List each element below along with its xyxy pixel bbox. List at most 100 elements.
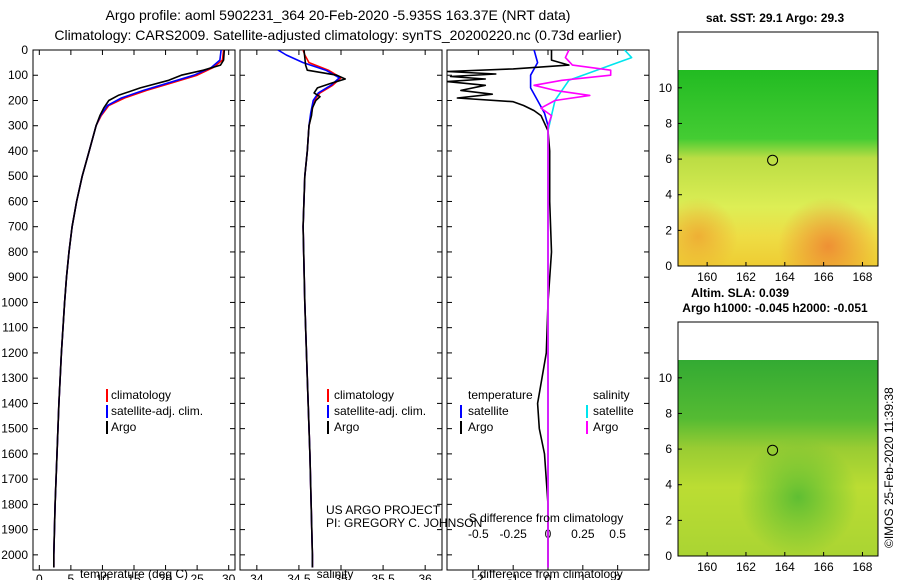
map-y-tick-label: 6	[665, 442, 672, 456]
sla-map-axes: 160 162 164 166 168 0 2 4 6 8 10	[659, 371, 873, 574]
depth-tick-label: 400	[8, 144, 28, 158]
sst-map-frame	[677, 31, 879, 267]
series-climatology	[52, 50, 225, 568]
legend-swatch-s-argo	[586, 421, 588, 434]
sla-map	[677, 321, 879, 557]
profile-lines	[52, 50, 633, 568]
difference-legend: temperature salinity satellite Argo sate…	[460, 388, 634, 434]
x-tick-label: -2	[473, 572, 484, 580]
depth-tick-label: 1600	[1, 447, 28, 461]
series-salinity-argo	[533, 50, 612, 568]
x-tick-label: 1	[579, 572, 586, 580]
salinity-legend: climatology satellite-adj. clim. Argo US…	[326, 388, 482, 530]
series-argo	[52, 50, 226, 568]
legend-label-s-satellite: satellite	[593, 404, 634, 418]
sst-warm-patch-west	[678, 70, 878, 266]
legend-swatch-s-satellite	[586, 405, 588, 418]
legend-swatch-climatology	[106, 389, 108, 402]
depth-axis: 0 100 200 300 400 500 600 700 800 900 1000 1100 1200…	[1, 43, 649, 562]
legend-swatch-satellite	[327, 405, 329, 418]
x-tick-label: 34	[250, 572, 264, 580]
depth-tick-label: 1900	[1, 523, 28, 537]
depth-tick-label: 1400	[1, 396, 28, 410]
legend-label-s-argo: Argo	[593, 420, 619, 434]
depth-tick-label: 300	[8, 119, 28, 133]
salinity-panel-frame	[239, 49, 443, 571]
map-y-tick-label: 2	[665, 223, 672, 237]
t-difference-xlabel: T difference from climatology	[469, 567, 623, 580]
depth-tick-label: 900	[8, 270, 28, 284]
x-tick-label: -1	[508, 572, 519, 580]
legend-header-temperature: temperature	[468, 388, 533, 402]
depth-tick-label: 0	[21, 43, 28, 57]
depth-tick-label: 1000	[1, 295, 28, 309]
map-y-tick-label: 10	[659, 81, 673, 95]
s-diff-tick-label: -0.5	[468, 527, 489, 541]
imos-timestamp: ©IMOS 25-Feb-2020 11:39:38	[882, 387, 896, 548]
series-satellite-adj-clim-	[52, 50, 222, 568]
map-x-tick-label: 168	[852, 270, 872, 284]
map-x-tick-label: 168	[852, 560, 872, 574]
panel-2-series	[447, 50, 633, 568]
map-y-tick-label: 10	[659, 371, 673, 385]
x-tick-label: 35	[334, 572, 348, 580]
header-line2: Climatology: CARS2009. Satellite-adjuste…	[54, 27, 621, 43]
s-diff-tick-label: 0.5	[609, 527, 626, 541]
map-y-tick-label: 4	[665, 478, 672, 492]
legend-swatch-satellite	[106, 405, 108, 418]
x-tick-label: 34.5	[287, 572, 311, 580]
legend-swatch-argo	[106, 421, 108, 434]
x-tick-label: 36	[418, 572, 432, 580]
depth-tick-label: 1100	[2, 321, 28, 335]
s-diff-tick-label: -0.25	[499, 527, 527, 541]
depth-tick-label: 2000	[1, 548, 28, 562]
series-temperature-satellite	[529, 50, 549, 568]
depth-tick-label: 1300	[1, 371, 28, 385]
map-x-tick-label: 160	[697, 270, 717, 284]
sla-patch	[678, 360, 878, 556]
x-tick-label: 30	[222, 572, 236, 580]
map-y-tick-label: 0	[665, 259, 672, 273]
series-salinity-satellite	[547, 50, 633, 568]
map-x-tick-label: 162	[736, 270, 756, 284]
depth-tick-label: 700	[8, 220, 28, 234]
legend-label-satellite: satellite-adj. clim.	[111, 404, 203, 418]
depth-tick-label: 1500	[1, 422, 28, 436]
depth-tick-label: 1800	[1, 497, 28, 511]
sla-map-title: Altim. SLA: 0.039	[691, 286, 789, 300]
sla-float-marker	[767, 444, 779, 456]
sla-map-frame	[677, 321, 879, 557]
x-tick-label: 5	[68, 572, 75, 580]
temperature-legend: climatology satellite-adj. clim. Argo	[106, 388, 203, 434]
depth-tick-label: 200	[8, 93, 28, 107]
x-tick-label: 15	[127, 572, 141, 580]
map-x-tick-label: 164	[775, 270, 795, 284]
sst-map-title: sat. SST: 29.1 Argo: 29.3	[706, 11, 845, 25]
legend-label-argo: Argo	[334, 420, 360, 434]
depth-tick-label: 1700	[1, 472, 28, 486]
depth-tick-label: 500	[8, 169, 28, 183]
x-tick-label: 0	[545, 572, 552, 580]
s-difference-xlabel: S difference from climatology	[469, 511, 624, 525]
sst-map	[677, 31, 879, 267]
x-tick-label: 20	[159, 572, 173, 580]
x-tick-label: 10	[96, 572, 110, 580]
legend-swatch-t-satellite	[460, 405, 462, 418]
x-tick-label: 2	[614, 572, 621, 580]
map-y-tick-label: 4	[665, 188, 672, 202]
depth-tick-label: 100	[8, 68, 28, 82]
map-y-tick-label: 8	[665, 406, 672, 420]
salinity-xlabel: salinity	[317, 567, 354, 580]
x-tick-label: 25	[190, 572, 204, 580]
depth-tick-label: 600	[8, 194, 28, 208]
sla-map-subtitle: Argo h1000: -0.045 h2000: -0.051	[682, 301, 868, 315]
sst-float-marker	[767, 154, 779, 166]
map-y-tick-label: 2	[665, 513, 672, 527]
credit-pi: PI: GREGORY C. JOHNSON	[326, 516, 482, 530]
legend-swatch-climatology	[327, 389, 329, 402]
map-x-tick-label: 166	[814, 270, 834, 284]
temperature-panel-frame	[32, 49, 236, 571]
sst-no-data-band	[678, 32, 878, 70]
credit-project: US ARGO PROJECT	[326, 503, 441, 517]
